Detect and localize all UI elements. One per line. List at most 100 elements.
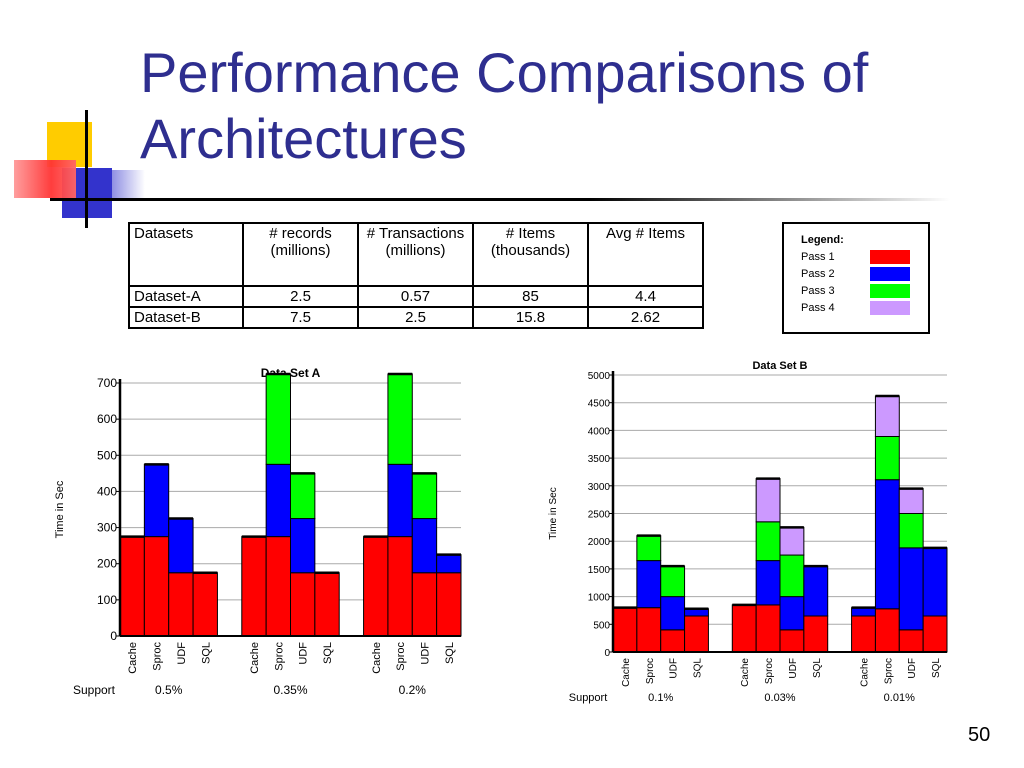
bar-segment-pass-1 — [314, 572, 340, 637]
header-items: # Items (thousands) — [472, 222, 589, 287]
bar-segment-pass-2 — [660, 596, 686, 631]
y-tick-label: 100 — [97, 593, 117, 607]
decor-vertical-line — [85, 110, 88, 228]
bar-segment-pass-1 — [684, 615, 709, 653]
bar-segment-pass-3 — [779, 554, 805, 598]
bar-segment-pass-3 — [660, 565, 686, 598]
bar-segment-pass-3 — [636, 535, 662, 562]
category-label: UDF — [298, 642, 310, 665]
bar-segment-pass-2 — [290, 518, 316, 574]
category-label: Sproc — [395, 642, 407, 671]
y-axis-label: Time in Sec — [548, 487, 559, 539]
bar-segment-pass-1 — [387, 536, 413, 637]
bar-segment-pass-1 — [612, 607, 638, 653]
legend-label: Pass 2 — [801, 268, 835, 280]
bar-segment-pass-1 — [411, 572, 438, 637]
bar-segment-pass-1 — [192, 572, 218, 637]
datasets-table: Datasets # records (millions) # Transacti… — [128, 222, 704, 329]
legend-swatch — [870, 250, 910, 264]
table-cell: 4.4 — [587, 285, 704, 308]
category-label: SQL — [931, 658, 942, 678]
support-value: 0.5% — [155, 683, 183, 697]
support-value: 0.03% — [764, 692, 795, 704]
decor-blue-fade — [85, 170, 145, 200]
support-label: Support — [73, 683, 116, 697]
table-cell: Dataset-B — [128, 306, 244, 329]
support-value: 0.1% — [648, 692, 673, 704]
table-row: Dataset-A 2.5 0.57 85 4.4 — [128, 285, 704, 308]
bar-segment-pass-1 — [755, 604, 781, 653]
bar-segment-pass-2 — [436, 554, 462, 574]
legend-box: Legend: Pass 1 Pass 2 Pass 3 Pass 4 — [782, 222, 930, 334]
bar-segment-pass-1 — [779, 629, 805, 653]
legend-item-pass-1: Pass 1 — [801, 250, 926, 266]
bar-segment-pass-2 — [755, 560, 781, 606]
y-tick-label: 1000 — [588, 593, 611, 604]
category-label: UDF — [907, 658, 918, 679]
category-label: Sproc — [273, 642, 285, 671]
legend-label: Pass 1 — [801, 251, 835, 263]
category-label: UDF — [669, 658, 680, 679]
category-label: Sproc — [152, 642, 164, 671]
bar-segment-pass-1 — [851, 615, 876, 653]
title-underline — [50, 198, 950, 201]
legend-swatch — [870, 284, 910, 298]
bar-segment-pass-1 — [168, 572, 194, 637]
bar-segment-pass-1 — [874, 608, 900, 653]
y-tick-label: 600 — [97, 412, 117, 426]
category-label: SQL — [200, 642, 212, 664]
page-number: 50 — [968, 724, 991, 746]
support-value: 0.35% — [273, 683, 307, 697]
y-tick-label: 0 — [110, 629, 117, 643]
category-label: Cache — [371, 642, 383, 674]
y-tick-label: 2000 — [588, 537, 611, 548]
y-tick-label: 700 — [97, 376, 117, 390]
bar-segment-pass-4 — [898, 488, 924, 515]
y-tick-label: 1500 — [588, 565, 611, 576]
bar-segment-pass-4 — [779, 526, 805, 556]
y-tick-label: 500 — [593, 620, 610, 631]
legend-swatch — [870, 301, 910, 315]
bar-segment-pass-1 — [731, 604, 757, 653]
legend-swatch — [870, 267, 910, 281]
bar-segment-pass-4 — [755, 478, 781, 523]
bar-segment-pass-1 — [922, 615, 948, 653]
category-label: Cache — [249, 642, 261, 674]
y-tick-label: 500 — [97, 448, 117, 462]
chart-data-set-b: 0 500 1000 1500 2000 2500 3000 3500 4000 4500 5000… — [548, 360, 948, 704]
bar-segment-pass-3 — [387, 373, 413, 465]
bar-segment-pass-3 — [898, 513, 924, 549]
category-label: Sproc — [764, 658, 775, 684]
support-value: 0.01% — [884, 692, 915, 704]
category-label: UDF — [419, 642, 431, 665]
legend-label: Pass 4 — [801, 302, 835, 314]
category-label: Cache — [860, 658, 871, 687]
category-label: UDF — [176, 642, 188, 665]
table-cell: 2.62 — [587, 306, 704, 329]
bar-segment-pass-2 — [168, 518, 194, 574]
y-tick-label: 200 — [97, 557, 117, 571]
table-cell: Dataset-A — [128, 285, 244, 308]
bar-segment-pass-1 — [241, 536, 267, 637]
bar-segment-pass-1 — [660, 629, 686, 653]
bar-segment-pass-1 — [119, 536, 145, 637]
y-tick-label: 5000 — [588, 371, 611, 382]
category-label: SQL — [693, 658, 704, 678]
category-label: Cache — [127, 642, 139, 674]
legend-item-pass-3: Pass 3 — [801, 284, 926, 300]
table-header: Datasets # records (millions) # Transacti… — [128, 222, 704, 287]
table-cell: 0.57 — [357, 285, 474, 308]
bar-segment-pass-3 — [755, 521, 781, 562]
bar-segment-pass-2 — [636, 560, 662, 609]
bar-segment-pass-1 — [143, 536, 170, 637]
category-label: Sproc — [883, 658, 894, 684]
bar-segment-pass-4 — [874, 395, 900, 437]
category-label: Sproc — [645, 658, 656, 684]
decor-red-bar — [14, 160, 76, 198]
bar-segment-pass-3 — [411, 472, 438, 520]
y-tick-label: 300 — [97, 521, 117, 535]
bar-segment-pass-2 — [803, 565, 829, 617]
y-tick-label: 4000 — [588, 426, 611, 437]
header-records: # records (millions) — [242, 222, 359, 287]
